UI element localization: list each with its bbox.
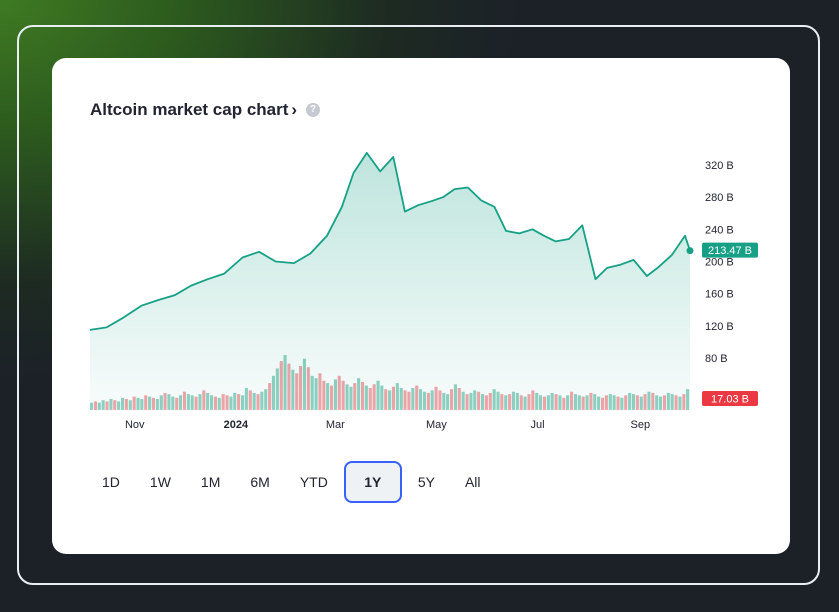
current-volume-badge-label: 17.03 B bbox=[711, 394, 749, 406]
help-icon[interactable]: ? bbox=[306, 103, 321, 117]
chart-card: Altcoin market cap chart › ? 320 B 280 B 2… bbox=[52, 58, 790, 554]
x-tick-label: May bbox=[426, 419, 447, 431]
market-cap-line bbox=[89, 152, 691, 331]
x-tick-label: Sep bbox=[630, 419, 650, 431]
y-tick-label: 200 B bbox=[705, 257, 734, 269]
x-tick-label: 2024 bbox=[224, 419, 249, 431]
market-cap-area bbox=[90, 152, 690, 408]
y-tick-label: 80 B bbox=[705, 353, 728, 365]
tab-all[interactable]: All bbox=[464, 474, 481, 490]
current-volume-badge-bg bbox=[702, 391, 758, 406]
chevron-right-icon[interactable]: › bbox=[291, 100, 298, 119]
x-tick-label: Nov bbox=[125, 419, 145, 431]
chart-title[interactable]: Altcoin market cap chart bbox=[90, 100, 289, 119]
current-value-dot bbox=[686, 247, 694, 255]
tab-5y[interactable]: 5Y bbox=[417, 474, 435, 490]
time-range-tabs: 1D 1W 1M 6M YTD 1Y 5Y All bbox=[88, 460, 497, 504]
y-tick-label: 160 B bbox=[705, 289, 734, 301]
y-tick-label: 320 B bbox=[705, 160, 734, 172]
y-tick-label: 280 B bbox=[705, 192, 734, 204]
current-price-badge-label: 213.47 B bbox=[708, 245, 752, 257]
chart-header[interactable]: Altcoin market cap chart › ? bbox=[90, 100, 321, 120]
altcoin-market-cap-chart[interactable]: 320 B 280 B 240 B 200 B 160 B 120 B 80 B Nov 20… bbox=[52, 58, 790, 458]
tab-6m[interactable]: 6M bbox=[250, 474, 270, 490]
current-price-badge: 213.47 B bbox=[702, 242, 758, 258]
tab-ytd[interactable]: YTD bbox=[299, 474, 328, 490]
tab-1m[interactable]: 1M bbox=[200, 474, 221, 490]
tab-1d[interactable]: 1D bbox=[102, 474, 120, 490]
tab-1w[interactable]: 1W bbox=[149, 474, 171, 490]
outer-frame bbox=[17, 25, 820, 585]
x-tick-label: Jul bbox=[530, 419, 544, 431]
current-volume-badge: 17.03 B bbox=[702, 391, 758, 406]
x-tick-label: Mar bbox=[326, 419, 345, 431]
y-tick-label: 120 B bbox=[705, 321, 734, 333]
tab-1y[interactable]: 1Y bbox=[343, 461, 402, 503]
current-price-badge-bg bbox=[702, 242, 758, 258]
y-tick-label: 240 B bbox=[705, 224, 734, 236]
